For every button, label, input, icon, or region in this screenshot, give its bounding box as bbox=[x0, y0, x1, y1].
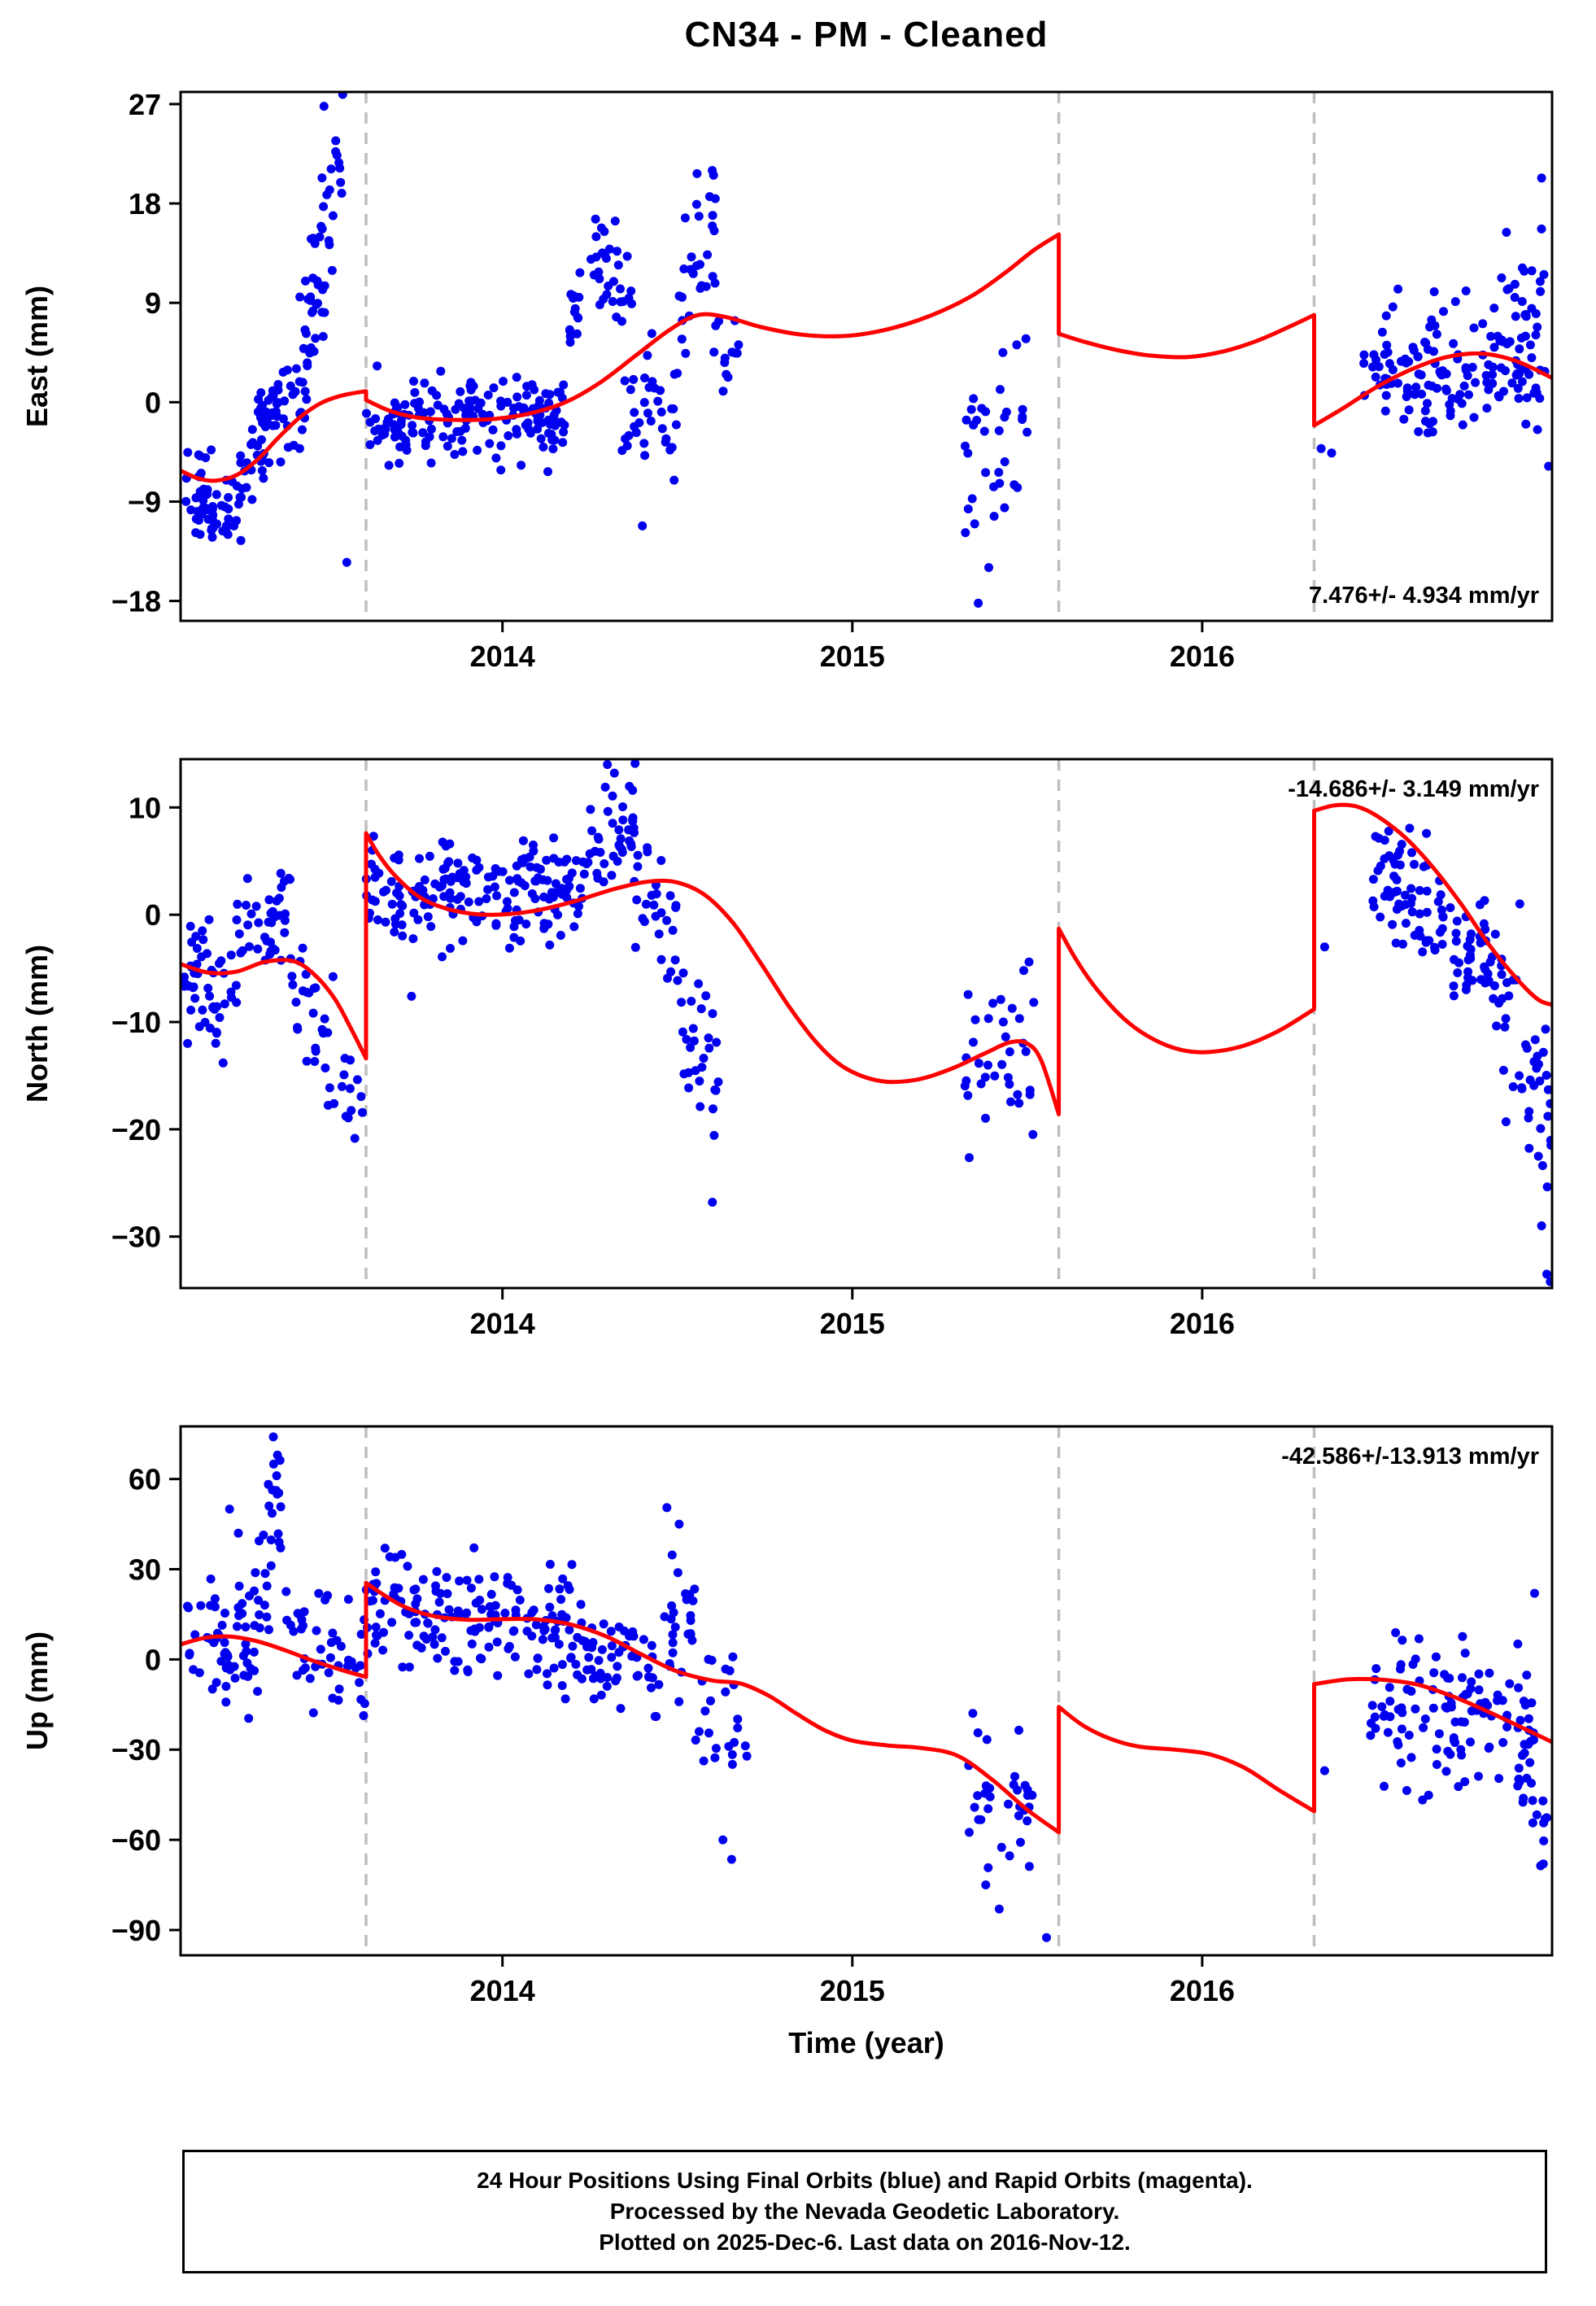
east-frame bbox=[179, 90, 1554, 622]
north-model-line bbox=[181, 802, 1552, 1116]
caption-line-3: Plotted on 2025-Dec-6. Last data on 2016… bbox=[599, 2230, 1131, 2255]
north-panel: 2014 2015 2016 −30 −20 −10 0 10 North (mm) -14.68… bbox=[20, 758, 1554, 1340]
caption-line-2: Processed by the Nevada Geodetic Laborat… bbox=[609, 2199, 1120, 2224]
svg-text:2015: 2015 bbox=[820, 640, 885, 673]
svg-text:2014: 2014 bbox=[470, 1974, 535, 2007]
svg-text:−60: −60 bbox=[111, 1823, 161, 1857]
east-x-ticks: 2014 2015 2016 bbox=[470, 621, 1235, 673]
east-panel: 2014 2015 2016 −18 −9 0 9 18 27 East (mm) 7.476+/-… bbox=[20, 88, 1554, 673]
east-rate-annotation: 7.476+/- 4.934 mm/yr bbox=[1309, 583, 1539, 609]
up-y-ticks: −90 −60 −30 0 30 60 bbox=[111, 1463, 181, 1947]
north-x-ticks: 2014 2015 2016 bbox=[470, 1288, 1235, 1340]
north-scatter-points bbox=[181, 759, 1552, 1286]
up-scatter-points bbox=[183, 1432, 1551, 1942]
east-model-line bbox=[181, 232, 1552, 483]
svg-text:−30: −30 bbox=[111, 1733, 161, 1767]
east-scatter-points bbox=[181, 92, 1552, 608]
svg-text:0: 0 bbox=[145, 898, 161, 932]
svg-text:2014: 2014 bbox=[470, 1307, 535, 1340]
svg-text:2015: 2015 bbox=[820, 1974, 885, 2007]
east-axis-title: East (mm) bbox=[20, 286, 54, 427]
svg-text:0: 0 bbox=[145, 1643, 161, 1676]
svg-text:2016: 2016 bbox=[1170, 1974, 1235, 2007]
plot-title: CN34 - PM - Cleaned bbox=[684, 15, 1049, 55]
svg-text:10: 10 bbox=[129, 791, 161, 824]
caption-line-1: 24 Hour Positions Using Final Orbits (bl… bbox=[477, 2168, 1253, 2193]
x-axis-title: Time (year) bbox=[788, 2026, 944, 2059]
up-x-ticks: 2014 2015 2016 bbox=[470, 1955, 1235, 2007]
svg-text:−9: −9 bbox=[128, 485, 161, 518]
svg-text:60: 60 bbox=[129, 1463, 161, 1496]
up-frame bbox=[179, 1425, 1554, 1957]
up-model-line bbox=[181, 1580, 1552, 1835]
north-frame bbox=[179, 758, 1554, 1290]
svg-text:−18: −18 bbox=[111, 585, 161, 618]
up-event-lines bbox=[364, 1426, 1316, 1955]
svg-text:0: 0 bbox=[145, 386, 161, 419]
svg-text:−30: −30 bbox=[111, 1221, 161, 1254]
svg-text:9: 9 bbox=[145, 286, 161, 320]
svg-text:2015: 2015 bbox=[820, 1307, 885, 1340]
north-rate-annotation: -14.686+/- 3.149 mm/yr bbox=[1288, 776, 1539, 802]
north-y-ticks: −30 −20 −10 0 10 bbox=[111, 791, 181, 1254]
north-axis-title: North (mm) bbox=[20, 945, 54, 1103]
svg-text:18: 18 bbox=[129, 187, 161, 221]
svg-text:−20: −20 bbox=[111, 1113, 161, 1146]
svg-text:2016: 2016 bbox=[1170, 640, 1235, 673]
caption-box: 24 Hour Positions Using Final Orbits (bl… bbox=[182, 2150, 1547, 2273]
svg-text:27: 27 bbox=[129, 88, 161, 121]
north-event-lines bbox=[364, 759, 1316, 1288]
svg-text:2014: 2014 bbox=[470, 640, 535, 673]
svg-text:30: 30 bbox=[129, 1553, 161, 1587]
svg-text:2016: 2016 bbox=[1170, 1307, 1235, 1340]
svg-text:−10: −10 bbox=[111, 1006, 161, 1039]
up-axis-title: Up (mm) bbox=[20, 1631, 54, 1750]
up-panel: 2014 2015 2016 −90 −60 −30 0 30 60 Up (mm) -42.586… bbox=[20, 1425, 1554, 2007]
east-y-ticks: −18 −9 0 9 18 27 bbox=[111, 88, 181, 618]
up-rate-annotation: -42.586+/-13.913 mm/yr bbox=[1281, 1443, 1539, 1470]
svg-text:−90: −90 bbox=[111, 1914, 161, 1947]
